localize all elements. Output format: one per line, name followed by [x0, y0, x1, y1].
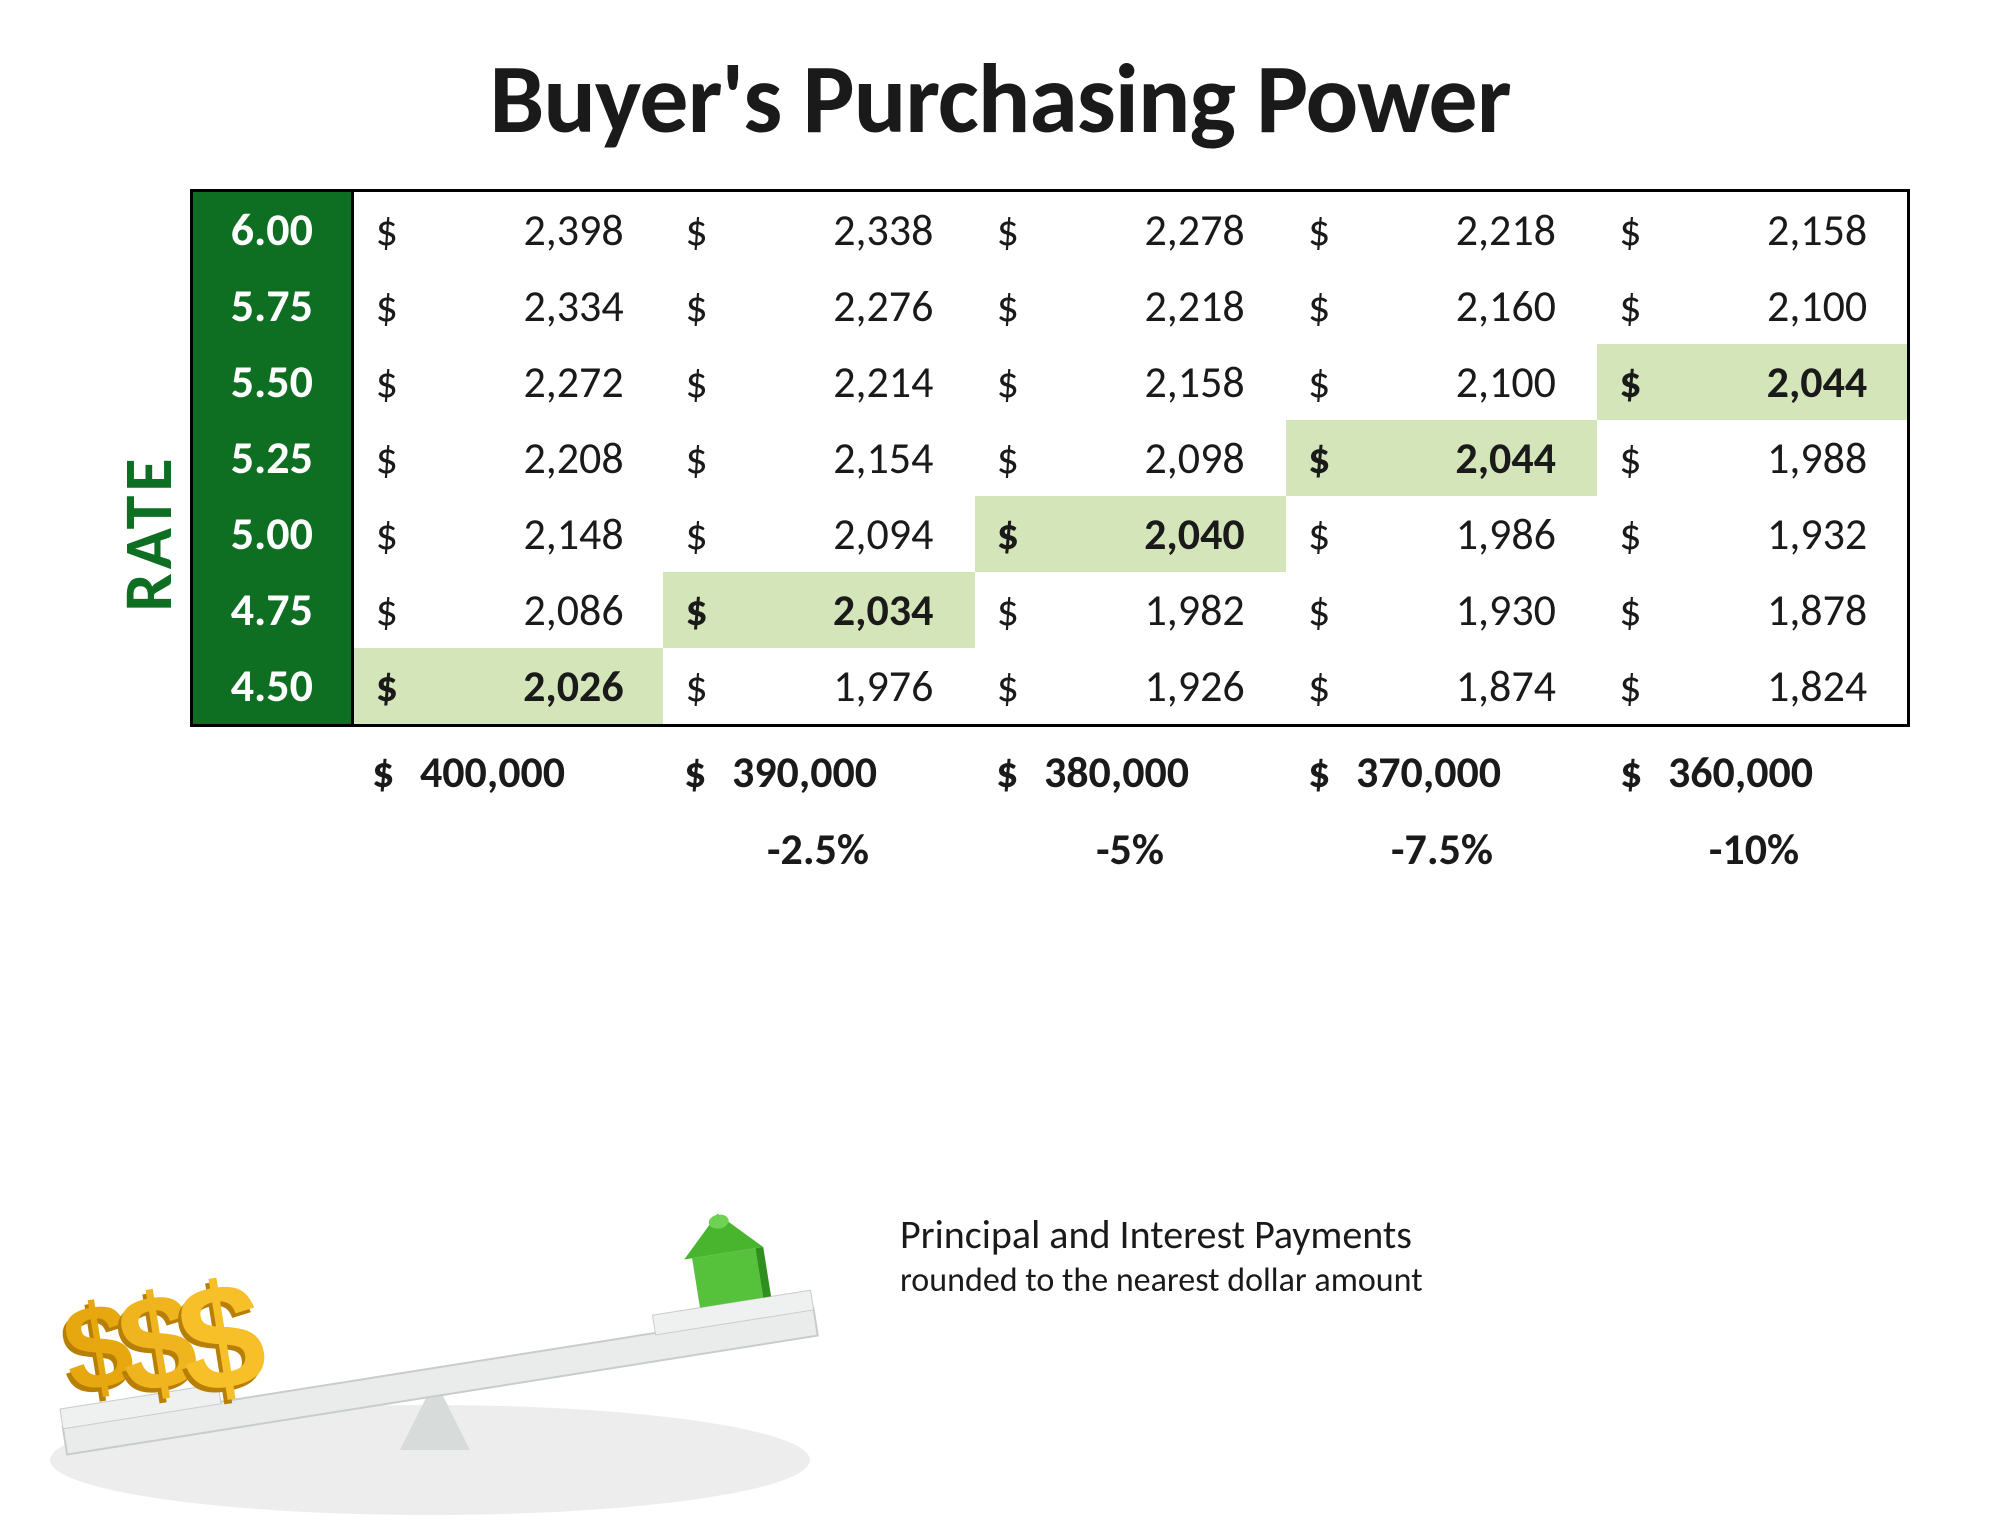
- payment-cell: $2,154: [663, 420, 974, 496]
- table-row: 5.00$2,148$2,094$2,040$1,986$1,932: [192, 496, 1909, 572]
- table-container: RATE 6.00$2,398$2,338$2,278$2,218$2,1585…: [190, 189, 1910, 877]
- payment-cell: $2,040: [975, 496, 1286, 572]
- payment-cell: $2,148: [352, 496, 663, 572]
- rate-axis-label: RATE: [107, 454, 190, 611]
- payment-cell: $2,026: [352, 648, 663, 726]
- price-header: $ 370,000: [1286, 727, 1598, 800]
- payment-cell: $1,926: [975, 648, 1286, 726]
- payment-cell: $2,100: [1286, 344, 1597, 420]
- payment-cell: $2,094: [663, 496, 974, 572]
- price-header: $ 380,000: [974, 727, 1286, 800]
- price-header: $ 390,000: [662, 727, 974, 800]
- payment-cell: $1,878: [1597, 572, 1908, 648]
- payment-cell: $2,398: [352, 191, 663, 269]
- price-pct-change: -2.5%: [662, 800, 974, 877]
- price-pct-change: [350, 800, 662, 877]
- table-row: 5.25$2,208$2,154$2,098$2,044$1,988: [192, 420, 1909, 496]
- price-header: $ 360,000: [1598, 727, 1910, 800]
- payment-cell: $1,874: [1286, 648, 1597, 726]
- payment-cell: $2,278: [975, 191, 1286, 269]
- rate-cell: 5.50: [192, 344, 353, 420]
- seesaw-illustration: $ $ $ $ $ $: [0, 1080, 1000, 1540]
- payment-cell: $2,034: [663, 572, 974, 648]
- price-pct-change: -5%: [974, 800, 1286, 877]
- page-title: Buyer's Purchasing Power: [0, 40, 2000, 159]
- payment-cell: $2,158: [975, 344, 1286, 420]
- rate-cell: 5.75: [192, 268, 353, 344]
- rate-cell: 4.75: [192, 572, 353, 648]
- payment-cell: $2,272: [352, 344, 663, 420]
- payment-cell: $2,338: [663, 191, 974, 269]
- payment-cell: $1,930: [1286, 572, 1597, 648]
- payment-cell: $2,100: [1597, 268, 1908, 344]
- rate-cell: 5.00: [192, 496, 353, 572]
- payment-cell: $2,044: [1286, 420, 1597, 496]
- price-pct-change: -7.5%: [1286, 800, 1598, 877]
- price-header: $ 400,000: [350, 727, 662, 800]
- payment-cell: $2,214: [663, 344, 974, 420]
- table-row: 5.75$2,334$2,276$2,218$2,160$2,100: [192, 268, 1909, 344]
- payment-cell: $2,160: [1286, 268, 1597, 344]
- payment-cell: $1,824: [1597, 648, 1908, 726]
- price-pct-change: -10%: [1598, 800, 1910, 877]
- payment-cell: $2,044: [1597, 344, 1908, 420]
- payment-cell: $1,976: [663, 648, 974, 726]
- payment-cell: $1,932: [1597, 496, 1908, 572]
- payment-cell: $2,218: [1286, 191, 1597, 269]
- payment-cell: $1,988: [1597, 420, 1908, 496]
- table-row: 4.75$2,086$2,034$1,982$1,930$1,878: [192, 572, 1909, 648]
- table-row: 5.50$2,272$2,214$2,158$2,100$2,044: [192, 344, 1909, 420]
- payment-cell: $1,986: [1286, 496, 1597, 572]
- payment-cell: $2,086: [352, 572, 663, 648]
- payment-cell: $2,334: [352, 268, 663, 344]
- payment-cell: $1,982: [975, 572, 1286, 648]
- payments-table: 6.00$2,398$2,338$2,278$2,218$2,1585.75$2…: [190, 189, 1910, 727]
- rate-cell: 4.50: [192, 648, 353, 726]
- payment-cell: $2,218: [975, 268, 1286, 344]
- rate-cell: 5.25: [192, 420, 353, 496]
- payment-cell: $2,276: [663, 268, 974, 344]
- rate-cell: 6.00: [192, 191, 353, 269]
- payment-cell: $2,158: [1597, 191, 1908, 269]
- payment-cell: $2,208: [352, 420, 663, 496]
- table-row: 6.00$2,398$2,338$2,278$2,218$2,158: [192, 191, 1909, 269]
- table-row: 4.50$2,026$1,976$1,926$1,874$1,824: [192, 648, 1909, 726]
- payment-cell: $2,098: [975, 420, 1286, 496]
